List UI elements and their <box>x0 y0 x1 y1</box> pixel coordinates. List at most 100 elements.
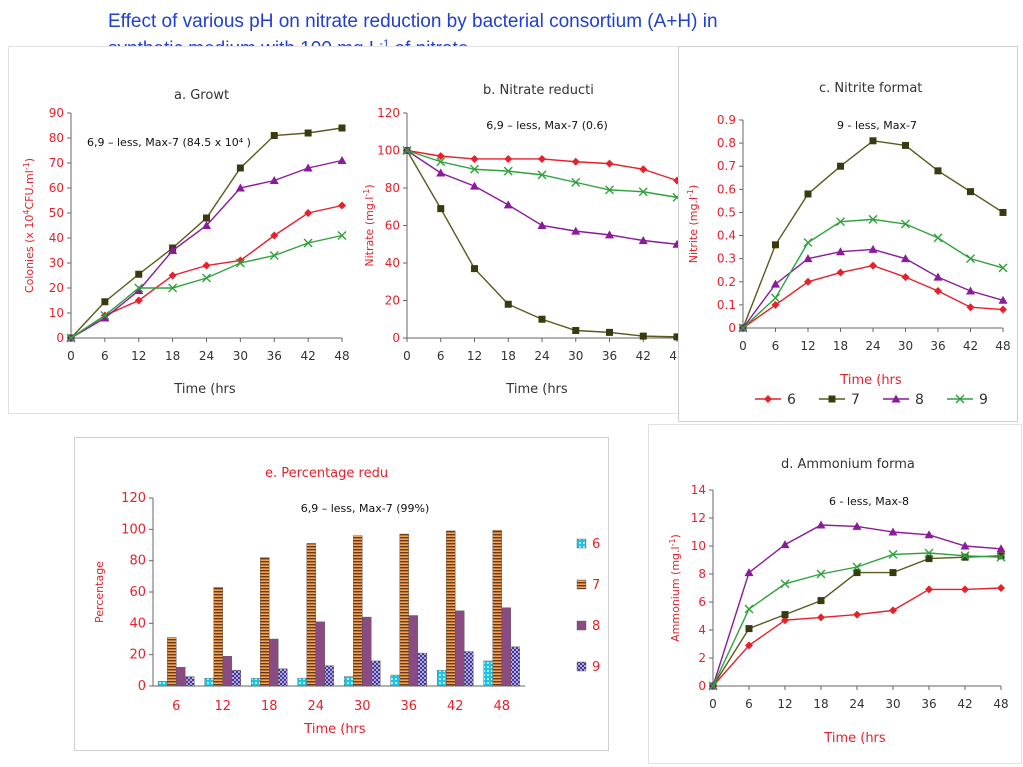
chart-a-series-pH9-point <box>202 273 211 283</box>
chart-d-series-pH6-line <box>712 587 1002 687</box>
chart-b-series-pH9-point <box>436 157 446 167</box>
chart-d-y-label-part: ) <box>669 534 682 538</box>
chart-d-x-tick-label: 18 <box>813 697 828 711</box>
chart-b-x-tick-label: 18 <box>501 349 516 363</box>
chart-e-bar-pH6 <box>483 660 493 687</box>
chart-a-x-tick-label: 48 <box>334 349 349 363</box>
chart-d-series-pH8-point <box>888 527 898 536</box>
chart-c-y-tick-label: 0.1 <box>717 298 736 312</box>
chart-a-x-tick-label: 0 <box>67 349 75 363</box>
chart-b-series-pH7-point <box>639 332 647 340</box>
chart-d-y-label: Ammonium (mg.l-1) <box>668 534 683 642</box>
chart-b-x-label: Time (hrs <box>505 382 568 397</box>
chart-c-series-pH8-point <box>901 254 910 263</box>
chart-a-x-tick-label: 18 <box>165 349 180 363</box>
chart-d-series-pH8-point <box>780 540 790 549</box>
chart-a-y-label: Colonies (x 104CFU.ml-1) <box>22 158 37 293</box>
chart-d-x-tick-label: 6 <box>745 697 753 711</box>
chart-c-series-pH7-point <box>967 188 974 196</box>
chart-a-series-pH8-point <box>303 163 313 172</box>
chart-c-series-pH8-line <box>742 248 1004 329</box>
chart-b-y-tick-label: 40 <box>385 256 400 270</box>
chart-b-series-pH7-point <box>606 328 613 336</box>
chart-b-series-pH7-point <box>538 315 546 323</box>
chart-c-series-pH7-point <box>772 241 779 249</box>
chart-d-title: d. Ammonium forma <box>781 457 915 472</box>
growth-chart: a. Growt 0 10 20 30 40 50 60 70 80 90 0 6 12 18 24 30 36 4… <box>22 88 350 397</box>
chart-c-legend-marker-9 <box>955 394 965 404</box>
chart-e-legend-label-8: 8 <box>592 619 600 634</box>
chart-c-series-pH6-point <box>804 277 812 286</box>
chart-c-series-pH7-point <box>804 190 812 198</box>
chart-a-y-tick-label: 10 <box>49 306 64 320</box>
chart-c-series-pH9-point <box>966 254 975 264</box>
chart-e-bar-pH7 <box>353 535 363 687</box>
chart-e-bar-pH6 <box>344 676 354 687</box>
chart-c-series-pH6-point <box>966 303 975 312</box>
chart-e-legend-swatch-8 <box>576 620 587 631</box>
chart-b-series-pH8-point <box>537 221 547 229</box>
chart-c-x-tick-label: 36 <box>930 339 945 353</box>
chart-b-y-label-part: Nitrate (mg.l <box>363 197 376 267</box>
chart-c-series-pH7-point <box>837 162 844 170</box>
chart-e-annotation: 6,9 – less, Max-7 (99%) <box>301 502 430 515</box>
chart-b-series-pH6-point <box>436 152 445 161</box>
chart-d-series-pH9-point <box>888 549 898 559</box>
chart-e-bar-pH6 <box>297 677 307 687</box>
chart-e-bar-pH8 <box>176 666 186 687</box>
chart-c-legend-label-6: 6 <box>787 392 796 408</box>
chart-e-y-tick-label: 60 <box>129 585 146 600</box>
chart-a-y-tick-label: 0 <box>56 331 64 345</box>
chart-d-x-tick-label: 36 <box>921 697 936 711</box>
chart-b-series-pH9-point <box>571 177 581 187</box>
chart-d-series-pH9-point <box>924 548 934 558</box>
chart-a-series-pH7-point <box>236 164 244 172</box>
chart-d-series-pH7-point <box>961 553 969 561</box>
chart-d-series-pH9-point <box>744 604 754 614</box>
chart-a-series-pH8-point <box>235 183 245 192</box>
chart-a-y-tick-label: 40 <box>49 231 64 245</box>
chart-a-y-tick-label: 70 <box>49 156 64 170</box>
chart-e-bar-pH8 <box>501 607 511 687</box>
chart-b-series-pH7-point <box>471 265 478 273</box>
chart-c-series-pH6-point <box>836 268 845 277</box>
chart-a-series-pH7-point <box>304 129 312 137</box>
chart-a-series-pH7-line <box>70 127 343 339</box>
chart-b-y-tick-label: 0 <box>392 331 400 345</box>
chart-e-bar-pH9 <box>464 651 474 687</box>
chart-c-series-pH9-point <box>998 263 1008 273</box>
chart-c-series-pH6-line <box>742 264 1004 329</box>
chart-d-series-pH8-point <box>744 568 754 577</box>
chart-a-y-tick-label: 60 <box>49 181 64 195</box>
chart-a-series-pH7-point <box>338 124 346 132</box>
chart-c-x-tick-label: 18 <box>833 339 848 353</box>
chart-a-series-pH9-point <box>66 333 76 343</box>
chart-b-x-tick-label: 48 <box>669 349 681 363</box>
chart-e-bar-pH9 <box>417 652 427 687</box>
chart-b-series-pH9-point <box>503 166 513 176</box>
chart-e-bar-pH6 <box>158 681 168 687</box>
chart-c-series-pH7-point <box>869 137 877 145</box>
chart-d-series-pH6-point <box>925 585 933 594</box>
chart-d-x-tick-label: 0 <box>709 697 717 711</box>
chart-c-series-pH8-point <box>836 247 845 256</box>
chart-e-y-tick-label: 120 <box>121 491 146 506</box>
chart-a-y-tick-label: 30 <box>49 256 64 270</box>
chart-d-series-pH7-point <box>781 611 789 619</box>
chart-b-x-tick-label: 30 <box>568 349 583 363</box>
chart-a-series-pH9-point <box>337 231 347 240</box>
chart-e-bar-pH7 <box>492 530 502 687</box>
chart-a-series-pH9-point <box>134 283 144 293</box>
chart-c-x-label: Time (hrs <box>839 373 902 388</box>
chart-c-title: c. Nitrite format <box>819 81 922 96</box>
chart-e-bar-pH6 <box>251 677 261 687</box>
chart-c-series-pH8-point <box>868 244 878 253</box>
chart-c-series-pH7-point <box>999 208 1007 216</box>
chart-b-y-label-part: ) <box>363 184 376 188</box>
chart-b-series-pH6-point <box>605 159 614 168</box>
chart-b-series-pH6-point <box>571 157 580 166</box>
chart-e-bar-pH7 <box>167 637 177 687</box>
chart-c-legend-marker-7 <box>828 395 836 403</box>
chart-d-y-tick-label: 4 <box>698 623 706 637</box>
